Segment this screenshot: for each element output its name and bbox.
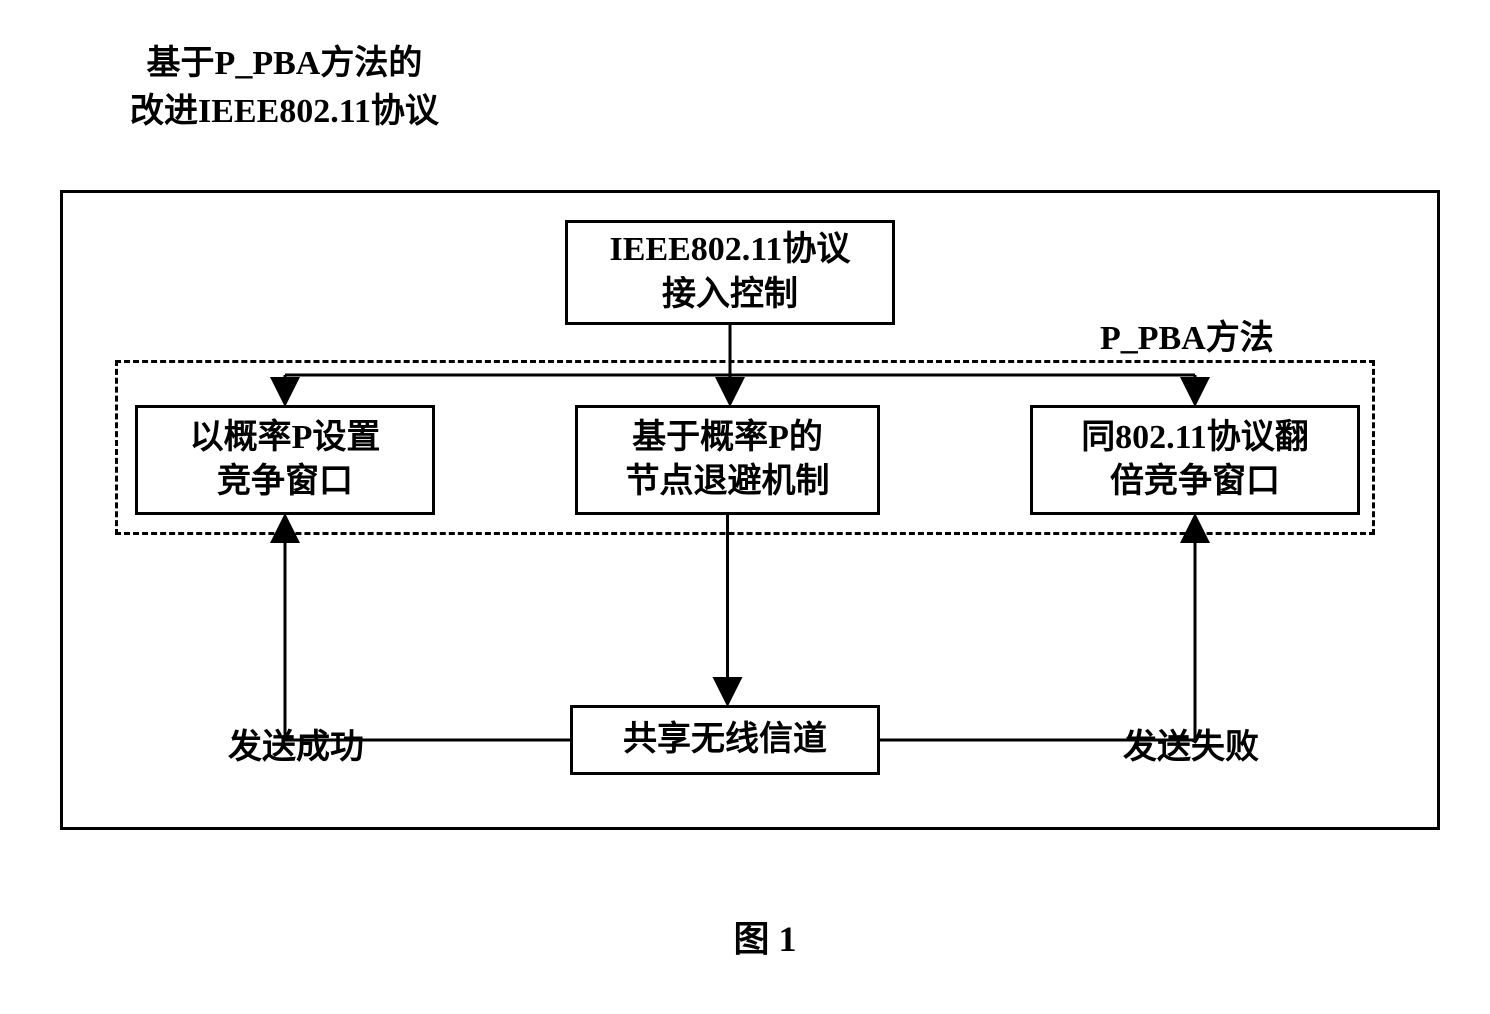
access-control-node: IEEE802.11协议 接入控制	[565, 220, 895, 325]
access-line1: IEEE802.11协议	[610, 228, 851, 272]
figure-caption: 图 1	[20, 910, 1490, 962]
mid-line2: 节点退避机制	[626, 460, 830, 504]
channel-text: 共享无线信道	[623, 718, 827, 762]
title-line1: 基于P_PBA方法的	[130, 40, 439, 88]
left-line1: 以概率P设置	[190, 416, 381, 460]
success-label: 发送成功	[220, 719, 372, 768]
double-window-node: 同802.11协议翻 倍竞争窗口	[1030, 405, 1360, 515]
left-line2: 竞争窗口	[190, 460, 381, 504]
fail-label: 发送失败	[1115, 719, 1267, 768]
right-line2: 倍竞争窗口	[1081, 460, 1309, 504]
title-line2: 改进IEEE802.11协议	[130, 88, 439, 136]
backoff-node: 基于概率P的 节点退避机制	[575, 405, 880, 515]
method-label: P_PBA方法	[1100, 310, 1274, 359]
right-line1: 同802.11协议翻	[1081, 416, 1309, 460]
prob-p-window-node: 以概率P设置 竞争窗口	[135, 405, 435, 515]
mid-line1: 基于概率P的	[626, 416, 830, 460]
shared-channel-node: 共享无线信道	[570, 705, 880, 775]
diagram-title: 基于P_PBA方法的 改进IEEE802.11协议	[130, 40, 439, 135]
access-line2: 接入控制	[610, 273, 851, 317]
